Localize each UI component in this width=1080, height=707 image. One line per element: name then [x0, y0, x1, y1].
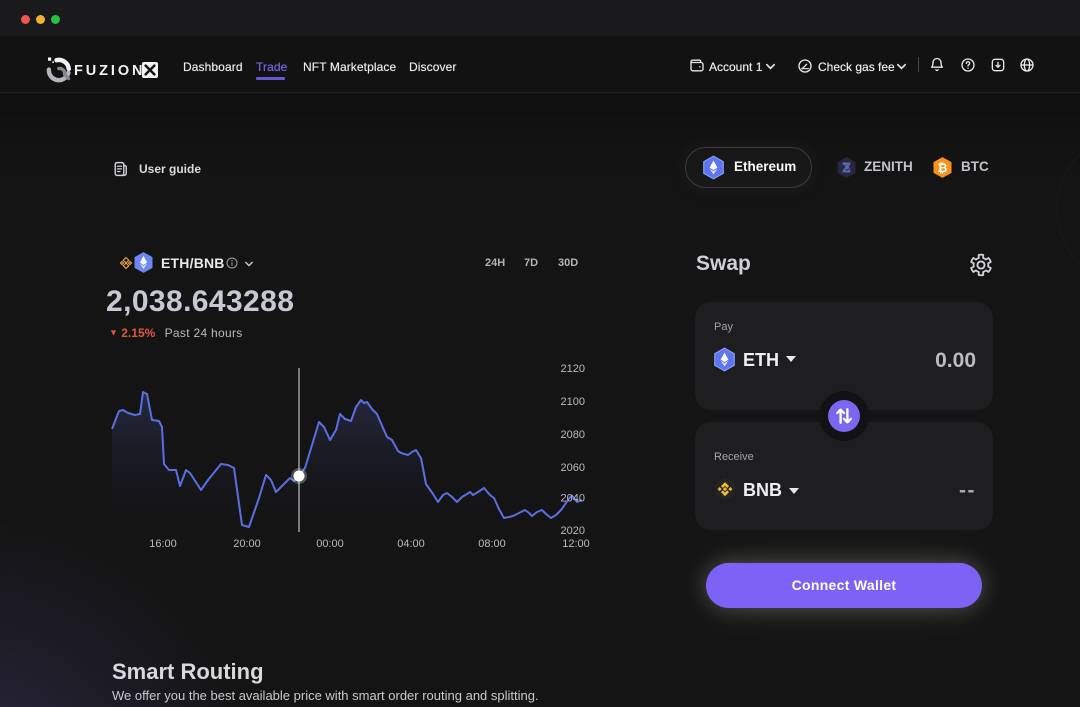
svg-text:2100: 2100 — [561, 396, 585, 408]
svg-text:12:00: 12:00 — [562, 538, 590, 550]
svg-text:08:00: 08:00 — [478, 538, 506, 550]
svg-text:16:00: 16:00 — [149, 538, 177, 550]
svg-text:2120: 2120 — [561, 363, 585, 375]
svg-text:2020: 2020 — [561, 525, 585, 537]
svg-text:00:00: 00:00 — [316, 538, 344, 550]
svg-text:2040: 2040 — [561, 493, 585, 505]
svg-text:20:00: 20:00 — [233, 538, 261, 550]
svg-text:04:00: 04:00 — [397, 538, 425, 550]
svg-text:₿: ₿ — [938, 161, 948, 175]
svg-text:2060: 2060 — [561, 462, 585, 474]
svg-text:2080: 2080 — [561, 429, 585, 441]
svg-text:FUZION: FUZION — [74, 63, 145, 79]
